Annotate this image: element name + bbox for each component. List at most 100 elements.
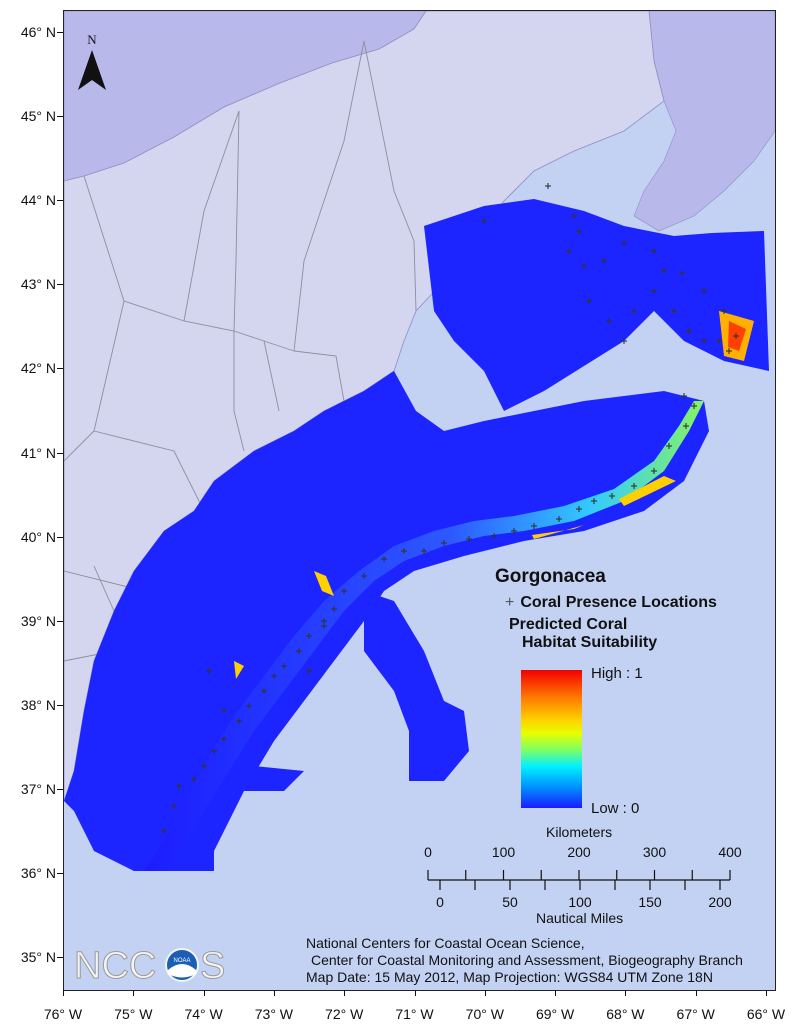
state-borders (64, 40, 417, 662)
scale-nm-tick-label: 200 (708, 894, 732, 910)
latitude-tick (57, 957, 63, 959)
coral-presence-marker (651, 468, 657, 474)
longitude-label: 67° W (676, 1006, 715, 1022)
coral-presence-marker (683, 423, 689, 429)
coral-presence-marker (716, 338, 722, 344)
coral-presence-marker (201, 763, 207, 769)
scale-bar-graphic (427, 870, 731, 890)
coral-presence-marker (691, 403, 697, 409)
coral-presence-marker (666, 443, 672, 449)
coral-presence-marker (733, 333, 739, 339)
latitude-label: 40° N (20, 528, 56, 545)
longitude-label: 66° W (746, 1006, 786, 1022)
coral-presence-marker (671, 308, 677, 314)
coral-presence-marker (481, 218, 487, 224)
latitude-label: 37° N (20, 780, 56, 797)
scale-km-tick-label: 200 (567, 844, 591, 860)
coral-presence-marker (701, 288, 707, 294)
latitude-tick (57, 32, 63, 33)
noaa-emblem-text: NOAA (173, 958, 190, 964)
scale-km-title: Kilometers (546, 824, 613, 840)
coral-presence-marker (361, 573, 367, 579)
longitude-label: 74° W (184, 1006, 223, 1022)
latitude-label: 44° N (20, 192, 56, 209)
coral-presence-marker (591, 498, 597, 504)
prediction-label-line2: Habitat Suitability (522, 634, 658, 651)
scale-bar: Kilometers Nautical Miles 0 100 200 300 400 0… (420, 824, 750, 926)
coral-presence-marker (576, 506, 582, 512)
longitude-tick (63, 990, 64, 996)
coral-presence-marker (211, 748, 217, 754)
coral-presence-marker (606, 318, 612, 324)
coral-presence-marker (401, 548, 407, 554)
latitude-tick (57, 536, 63, 538)
longitude-label: 69° W (535, 1006, 575, 1022)
longitude-label: 72° W (325, 1006, 364, 1022)
credit-line2: Center for Coastal Monitoring and Assess… (311, 952, 743, 968)
map-canvas[interactable] (64, 11, 775, 990)
latitude-tick (57, 873, 63, 874)
scale-nm-tick-label: 100 (568, 894, 592, 910)
coral-presence-marker (161, 828, 167, 834)
latitude-label: 36° N (20, 865, 56, 881)
coral-presence-marker (651, 288, 657, 294)
coral-presence-marker (621, 338, 627, 344)
coral-presence-marker (726, 348, 732, 354)
coral-presence-marker (621, 240, 627, 246)
logo-text-left: NCC (74, 945, 156, 984)
coral-presence-marker (261, 688, 267, 694)
longitude-label: 70° W (465, 1006, 504, 1022)
habitat-grid-offshore (244, 766, 304, 791)
longitude-tick (625, 990, 627, 996)
habitat-grid-gulf-of-maine (424, 199, 769, 411)
coral-presence-marker (191, 776, 197, 782)
latitude-tick (57, 284, 63, 286)
coral-presence-marker (581, 263, 587, 269)
coral-presence-marker (586, 298, 592, 304)
latitude-label: 41° N (20, 444, 56, 461)
latitude-tick (57, 368, 63, 370)
latitude-label: 43° N (20, 276, 56, 293)
longitude-label: 71° W (395, 1006, 434, 1022)
scale-nm-tick-label: 150 (638, 894, 662, 910)
coral-presence-marker (206, 668, 212, 674)
map-frame[interactable] (63, 10, 776, 991)
coral-presence-marker (566, 248, 572, 254)
longitude-tick (695, 990, 697, 996)
coral-presence-marker (331, 606, 337, 612)
noaa-emblem-bird (168, 964, 196, 978)
scale-nm-tick-label: 0 (436, 894, 444, 910)
latitude-tick (57, 704, 63, 706)
coral-presence-marker (576, 228, 582, 234)
coral-presence-marker (609, 493, 615, 499)
longitude-tick (484, 990, 486, 996)
coral-presence-marker (631, 308, 637, 314)
latitude-label: 35° N (20, 949, 56, 966)
coral-presence-marker (556, 516, 562, 522)
coral-presence-marker (341, 588, 347, 594)
coral-presence-marker (246, 703, 252, 709)
coral-presence-marker (531, 523, 537, 529)
longitude-label: 75° W (114, 1006, 153, 1022)
longitude-label: 76° W (43, 1006, 83, 1022)
coral-presence-markers (161, 183, 739, 834)
longitude-label: 73° W (254, 1006, 294, 1022)
coral-presence-marker (661, 268, 667, 274)
longitude-tick (766, 990, 767, 996)
north-arrow-icon (78, 50, 106, 90)
longitude-tick (344, 990, 346, 996)
prediction-label-line1: Predicted Coral (509, 616, 628, 633)
ramp-low-label: Low : 0 (591, 800, 640, 817)
coral-presence-marker (296, 648, 302, 654)
coral-presence-marker (221, 708, 227, 714)
longitude-tick (555, 990, 557, 996)
ramp-high-label: High : 1 (591, 665, 643, 682)
coral-presence-marker (176, 783, 182, 789)
latitude-label: 42° N (20, 360, 56, 377)
presence-label: Coral Presence Locations (520, 594, 717, 611)
latitude-tick (57, 200, 63, 202)
coral-presence-marker (381, 556, 387, 562)
coral-presence-marker (651, 248, 657, 254)
coral-presence-marker (701, 338, 707, 344)
shelf-break-band (144, 401, 704, 871)
